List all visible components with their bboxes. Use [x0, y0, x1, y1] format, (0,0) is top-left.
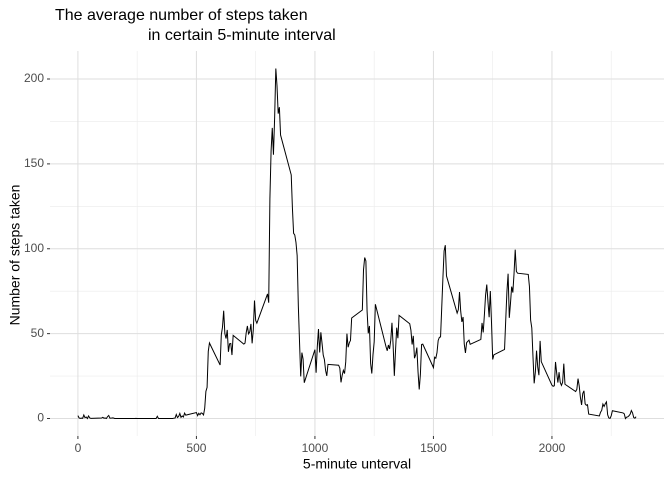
x-tick-label: 1000: [302, 441, 329, 455]
x-axis-title: 5-minute unterval: [303, 456, 411, 472]
y-tick-label: 50: [31, 326, 45, 340]
y-axis-title: Number of steps taken: [7, 185, 23, 326]
y-tick-label: 150: [24, 156, 44, 170]
x-tick-label: 0: [75, 441, 82, 455]
line: [77, 68, 637, 420]
chart-title: in certain 5-minute interval: [148, 27, 336, 44]
y-tick-label: 0: [37, 411, 44, 425]
x-tick-label: 1500: [420, 441, 447, 455]
x-tick-label: 500: [186, 441, 206, 455]
y-tick-label: 200: [24, 71, 44, 85]
y-tick-label: 100: [24, 241, 44, 255]
x-tick-label: 2000: [539, 441, 566, 455]
chart-title: The average number of steps taken: [55, 7, 308, 24]
